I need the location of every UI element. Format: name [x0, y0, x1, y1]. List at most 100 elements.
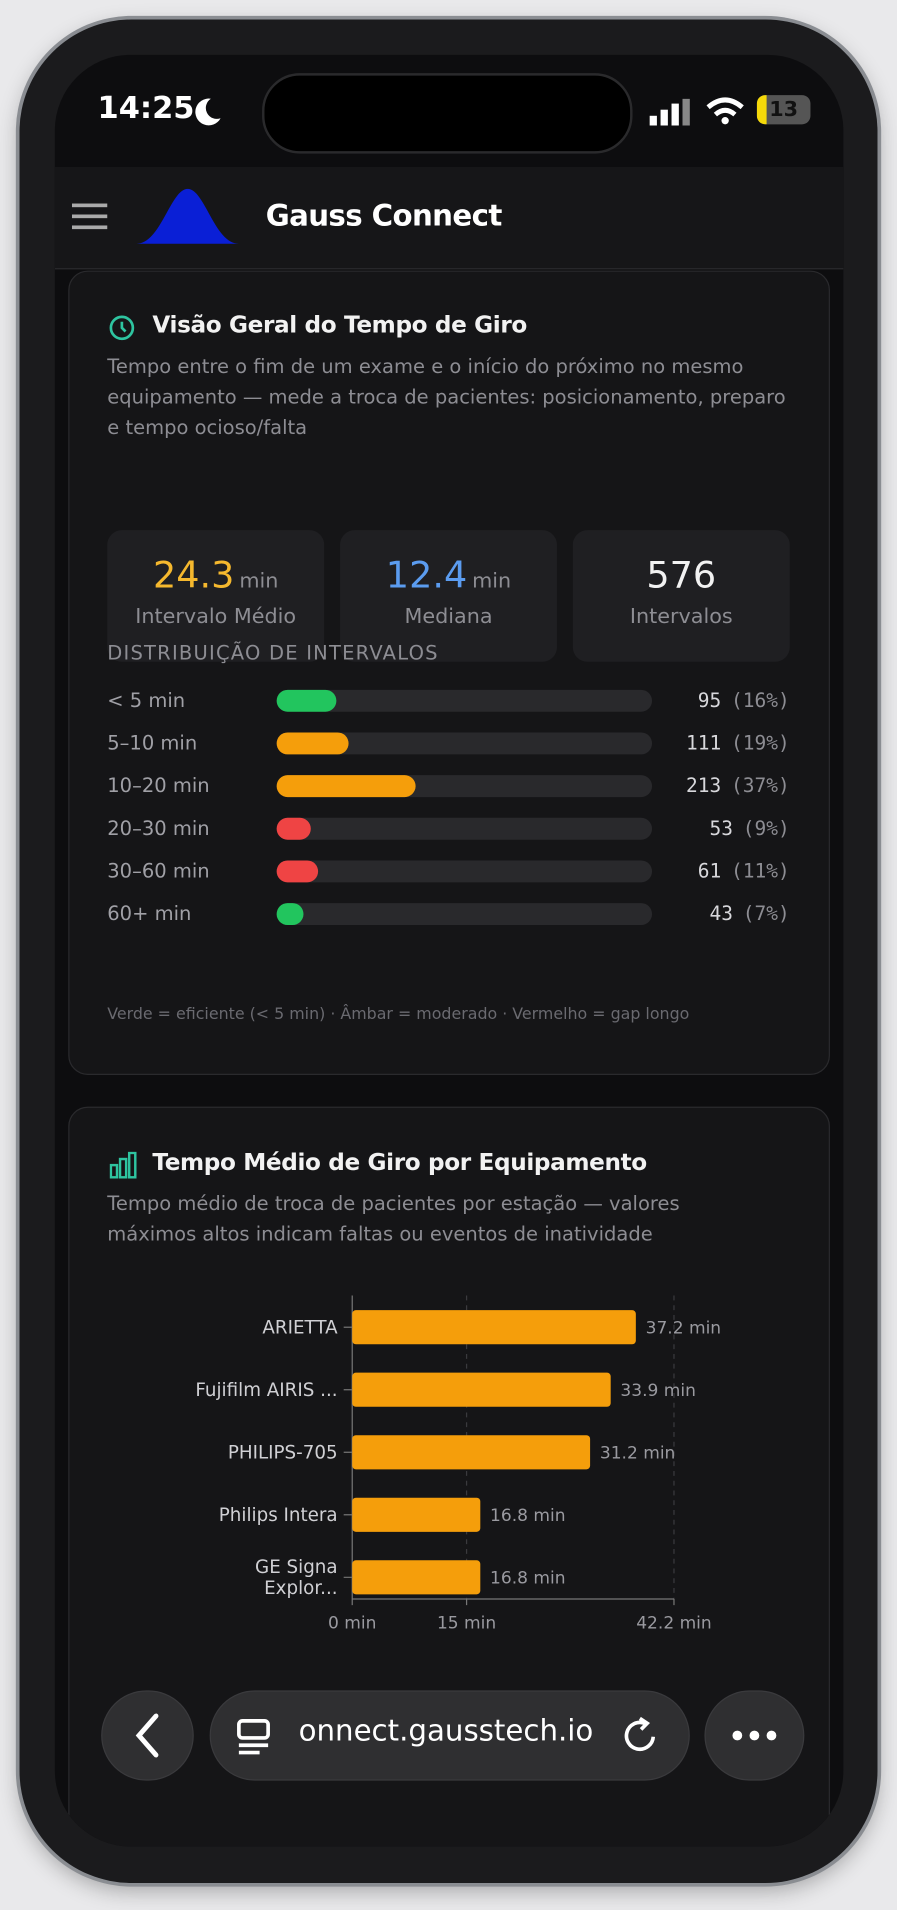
- bar-fill: [276, 859, 318, 882]
- value-label: 16.8 min: [490, 1506, 566, 1526]
- bar-fill: [276, 689, 337, 712]
- stat-label: Mediana: [404, 604, 493, 629]
- value-label: 31.2 min: [600, 1443, 676, 1463]
- stat-value: 576: [646, 554, 717, 598]
- count: 61: [697, 859, 722, 883]
- category-label: PHILIPS-705: [228, 1442, 338, 1463]
- equipment-chart: 0 min 15 min 42.2 min 37.2 min ARIETTA 33.9 m…: [195, 1295, 722, 1633]
- bar-track: [276, 859, 653, 882]
- distribution-row: 5–10 min 111 (19%): [107, 722, 790, 765]
- bar: [352, 1435, 591, 1470]
- percent: (19%): [731, 731, 790, 755]
- stat-box: 576 Intervalos: [572, 530, 790, 662]
- bar-track: [276, 817, 653, 840]
- stat-value-line: 24.3 min: [107, 555, 324, 598]
- url: onnect.gausstech.io: [298, 1713, 594, 1748]
- back-button[interactable]: [101, 1690, 194, 1781]
- percent: (37%): [731, 773, 790, 798]
- stat-value: 12.4: [385, 554, 468, 598]
- x-tick-label: 0 min: [328, 1613, 376, 1633]
- distribution-list: < 5 min 95 (16%) 5–10 min 111 (19%) 10–20 min 2…: [107, 679, 790, 935]
- equipment-description: Tempo médio de troca de pacientes por es…: [107, 1191, 680, 1246]
- category-label: GE Signa Explor...: [255, 1557, 338, 1599]
- count: 213: [686, 773, 722, 798]
- wifi-icon: [706, 97, 744, 125]
- percent: (16%): [731, 688, 790, 712]
- x-tick-label: 15 min: [437, 1613, 496, 1633]
- percent: (9%): [742, 816, 790, 840]
- clock-icon: [109, 315, 135, 341]
- dynamic-island: [262, 73, 633, 154]
- battery-level: 13: [769, 97, 799, 122]
- bars-icon: [109, 1151, 137, 1179]
- stat-box: 12.4 min Mediana: [340, 530, 557, 662]
- stat-label: Intervalos: [629, 604, 733, 629]
- category-label: Philips Intera: [219, 1505, 338, 1526]
- menu-button[interactable]: [71, 202, 109, 231]
- bar: [352, 1497, 481, 1532]
- bar: [352, 1310, 636, 1345]
- row-values: 53 (9%): [652, 813, 790, 843]
- percent: (7%): [742, 901, 790, 926]
- category-label-line: Philips Intera: [219, 1505, 338, 1526]
- bar-track: [276, 731, 653, 754]
- row-values: 111 (19%): [652, 728, 790, 758]
- bar-fill: [276, 817, 311, 840]
- bar-track: [276, 902, 653, 925]
- bar-fill: [276, 774, 416, 797]
- stat-unit: min: [472, 569, 512, 594]
- percent: (11%): [731, 859, 790, 883]
- bar-fill: [276, 731, 348, 754]
- row-label: 5–10 min: [107, 731, 198, 755]
- status-time: 14:25: [97, 90, 195, 126]
- count: 43: [709, 901, 734, 926]
- stat-unit: min: [239, 569, 279, 594]
- logo: [136, 188, 239, 244]
- app-title: Gauss Connect: [265, 198, 503, 233]
- bar-track: [276, 774, 653, 797]
- stat-value-line: 12.4 min: [340, 555, 557, 598]
- category-label-line: GE Signa: [255, 1557, 338, 1578]
- value-label: 33.9 min: [620, 1381, 696, 1401]
- distribution-row: < 5 min 95 (16%): [107, 679, 790, 722]
- category-label-line: Explor...: [264, 1578, 337, 1599]
- distribution-row: 30–60 min 61 (11%): [107, 849, 790, 892]
- count: 111: [686, 731, 722, 755]
- legend-note: Verde = eficiente (< 5 min) · Âmbar = mo…: [107, 1005, 690, 1024]
- x-tick-label: 42.2 min: [636, 1613, 712, 1633]
- value-label: 16.8 min: [490, 1568, 566, 1588]
- stat-value: 24.3: [153, 554, 235, 598]
- category-label-line: Fujifilm AIRIS ...: [195, 1380, 337, 1401]
- category-label: ARIETTA: [262, 1317, 338, 1338]
- address-bar[interactable]: onnect.gausstech.io: [209, 1690, 690, 1781]
- row-values: 213 (37%): [652, 770, 790, 800]
- row-label: 10–20 min: [107, 773, 210, 798]
- category-label-line: ARIETTA: [262, 1317, 338, 1338]
- battery: 13: [756, 95, 811, 125]
- bar: [352, 1560, 481, 1595]
- row-label: 30–60 min: [107, 859, 210, 883]
- count: 53: [709, 816, 734, 840]
- category-label: Fujifilm AIRIS ...: [195, 1380, 337, 1401]
- signal-icon: [649, 98, 690, 126]
- row-label: 60+ min: [107, 901, 192, 926]
- stat-box: 24.3 min Intervalo Médio: [107, 530, 325, 662]
- category-label-line: PHILIPS-705: [228, 1442, 338, 1463]
- row-values: 95 (16%): [652, 685, 790, 715]
- distribution-title: DISTRIBUIÇÃO DE INTERVALOS: [107, 641, 439, 665]
- row-values: 61 (11%): [652, 856, 790, 886]
- count: 95: [697, 688, 722, 712]
- reload-icon[interactable]: [620, 1716, 661, 1757]
- stat-label: Intervalo Médio: [135, 604, 297, 629]
- row-label: 20–30 min: [107, 816, 210, 840]
- moon-icon: [195, 98, 221, 126]
- bar-track: [276, 689, 653, 712]
- overview-title: Visão Geral do Tempo de Giro: [152, 312, 527, 339]
- stat-value-line: 576: [573, 555, 790, 598]
- value-label: 37.2 min: [646, 1318, 722, 1338]
- more-button[interactable]: [704, 1690, 805, 1781]
- bar: [352, 1372, 611, 1407]
- row-label: < 5 min: [107, 688, 186, 712]
